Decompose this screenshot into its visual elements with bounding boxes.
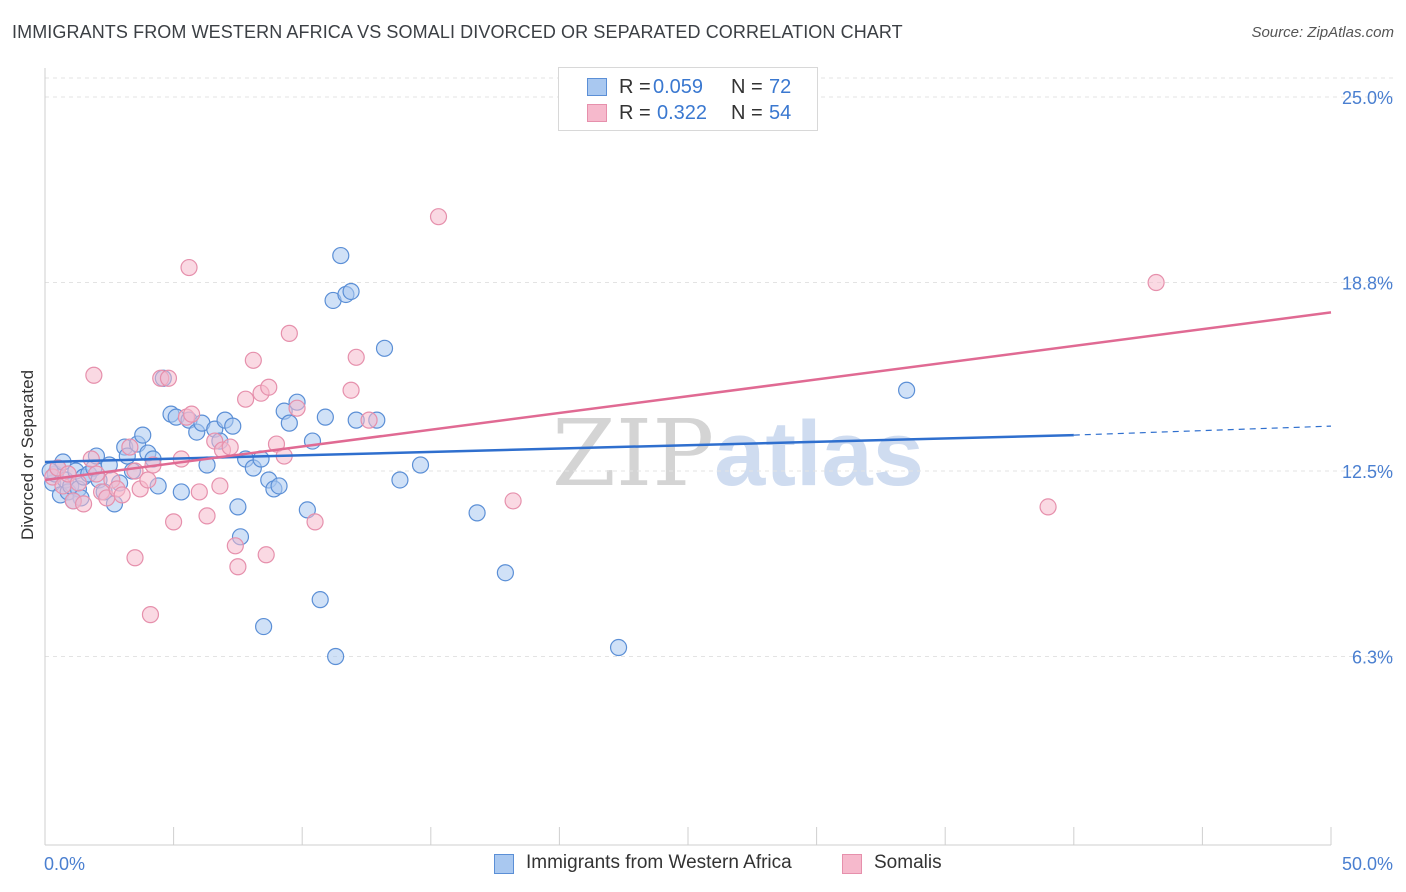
point-western-africa bbox=[298, 501, 316, 519]
point-somalis bbox=[198, 507, 216, 525]
point-somalis bbox=[139, 471, 157, 489]
point-somalis bbox=[429, 208, 448, 226]
n-label: N = bbox=[731, 102, 763, 124]
watermark-atlas: atlas bbox=[714, 403, 924, 505]
legend-swatch-blue bbox=[587, 78, 607, 96]
trend-line-western-africa-extension bbox=[1073, 425, 1332, 436]
point-western-africa bbox=[898, 381, 916, 399]
r-label: R = bbox=[619, 76, 651, 98]
chart-title: IMMIGRANTS FROM WESTERN AFRICA VS SOMALI… bbox=[12, 22, 903, 42]
point-somalis bbox=[229, 558, 247, 576]
point-western-africa bbox=[134, 426, 152, 444]
point-somalis bbox=[280, 324, 298, 342]
point-somalis bbox=[1039, 498, 1057, 516]
legend-label-somalis: Somalis bbox=[874, 852, 942, 873]
point-somalis bbox=[180, 258, 198, 277]
x-tick-label: 0.0% bbox=[44, 854, 85, 874]
point-western-africa bbox=[609, 638, 628, 657]
point-somalis bbox=[1147, 273, 1165, 292]
watermark-zip: ZIP bbox=[552, 400, 715, 507]
x-tick-label: 50.0% bbox=[1342, 854, 1393, 874]
point-somalis bbox=[74, 495, 93, 513]
point-western-africa bbox=[375, 339, 394, 357]
point-somalis bbox=[211, 477, 229, 495]
source-label: Source: ZipAtlas.com bbox=[1251, 24, 1394, 41]
point-western-africa bbox=[255, 617, 273, 636]
r-value: 0.059 bbox=[653, 76, 704, 98]
point-western-africa bbox=[391, 471, 409, 489]
point-somalis bbox=[165, 513, 183, 531]
y-tick-label: 12.5% bbox=[1342, 462, 1393, 482]
point-western-africa bbox=[270, 477, 288, 495]
point-somalis bbox=[85, 366, 103, 384]
point-western-africa bbox=[327, 647, 345, 666]
point-western-africa bbox=[280, 414, 298, 432]
point-somalis bbox=[226, 537, 244, 555]
legend-swatch-pink bbox=[842, 854, 862, 874]
point-western-africa bbox=[342, 282, 360, 301]
point-somalis bbox=[306, 513, 324, 531]
point-western-africa bbox=[311, 591, 329, 609]
point-western-africa bbox=[411, 456, 430, 474]
point-somalis bbox=[342, 381, 360, 399]
point-somalis bbox=[82, 450, 100, 468]
r-label: R = bbox=[619, 102, 651, 124]
n-value: 54 bbox=[769, 102, 792, 124]
correlation-legend: R = 0.059 N = 72 R = 0.322 N = 54 bbox=[558, 67, 818, 131]
y-tick-label: 25.0% bbox=[1342, 88, 1393, 108]
point-somalis bbox=[257, 546, 275, 564]
point-western-africa bbox=[224, 417, 242, 435]
point-somalis bbox=[113, 486, 131, 504]
legend-label-western-africa: Immigrants from Western Africa bbox=[526, 852, 792, 873]
point-western-africa bbox=[172, 483, 190, 501]
y-tick-label: 18.8% bbox=[1342, 274, 1393, 294]
point-somalis bbox=[159, 369, 178, 387]
point-somalis bbox=[288, 399, 306, 417]
point-western-africa bbox=[496, 564, 514, 582]
point-somalis bbox=[237, 390, 255, 408]
legend-swatch-pink bbox=[587, 104, 607, 122]
point-somalis bbox=[360, 411, 378, 429]
point-somalis bbox=[504, 492, 522, 510]
point-somalis bbox=[190, 483, 208, 501]
r-value: 0.322 bbox=[657, 102, 708, 124]
n-label: N = bbox=[731, 76, 763, 98]
point-somalis bbox=[183, 405, 201, 423]
point-somalis bbox=[126, 549, 144, 567]
point-somalis bbox=[121, 438, 139, 456]
point-western-africa bbox=[468, 504, 486, 522]
y-tick-label: 6.3% bbox=[1352, 648, 1393, 668]
legend-swatch-blue bbox=[494, 854, 514, 874]
point-western-africa bbox=[229, 498, 247, 516]
point-somalis bbox=[221, 438, 239, 456]
trend-line-somalis bbox=[44, 311, 1332, 482]
point-somalis bbox=[260, 378, 278, 396]
point-western-africa bbox=[316, 408, 334, 426]
point-somalis bbox=[141, 606, 160, 624]
n-value: 72 bbox=[769, 76, 792, 98]
point-somalis bbox=[347, 348, 365, 366]
point-western-africa bbox=[332, 246, 350, 265]
watermark: ZIPatlas bbox=[552, 400, 924, 507]
point-somalis bbox=[244, 351, 262, 369]
